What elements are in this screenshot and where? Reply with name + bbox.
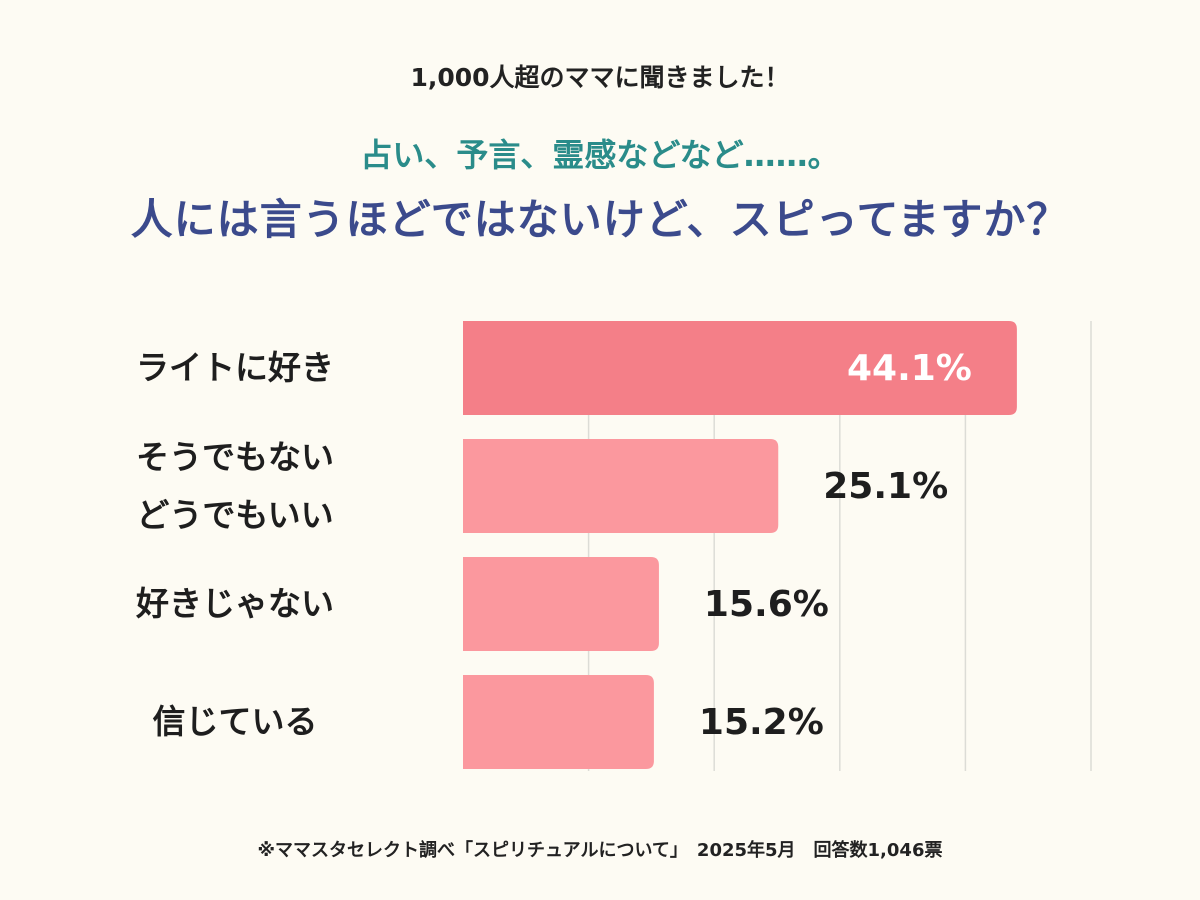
value-label: 15.2% — [699, 702, 824, 743]
source-note: ※ママスタセレクト調べ「スピリチュアルについて」 2025年5月 回答数1,04… — [257, 840, 943, 861]
bar — [463, 675, 654, 769]
value-label: 25.1% — [823, 466, 948, 507]
subtitle: 占い、予言、霊感などなど……。 — [360, 136, 840, 174]
bar — [463, 321, 1017, 415]
value-label: 15.6% — [704, 584, 829, 625]
chart-title: 人には言うほどではないけど、スピってますか？ — [130, 195, 1070, 244]
category-label: そうでもない どうでもいい — [136, 437, 334, 534]
category-label: 好きじゃない — [136, 584, 334, 624]
value-label: 44.1% — [847, 348, 972, 389]
category-label: ライトに好き — [136, 348, 334, 388]
bar — [463, 557, 659, 651]
kicker: 1,000人超のママに聞きました！ — [410, 63, 790, 92]
bar — [463, 439, 779, 533]
category-label: 信じている — [152, 702, 318, 742]
